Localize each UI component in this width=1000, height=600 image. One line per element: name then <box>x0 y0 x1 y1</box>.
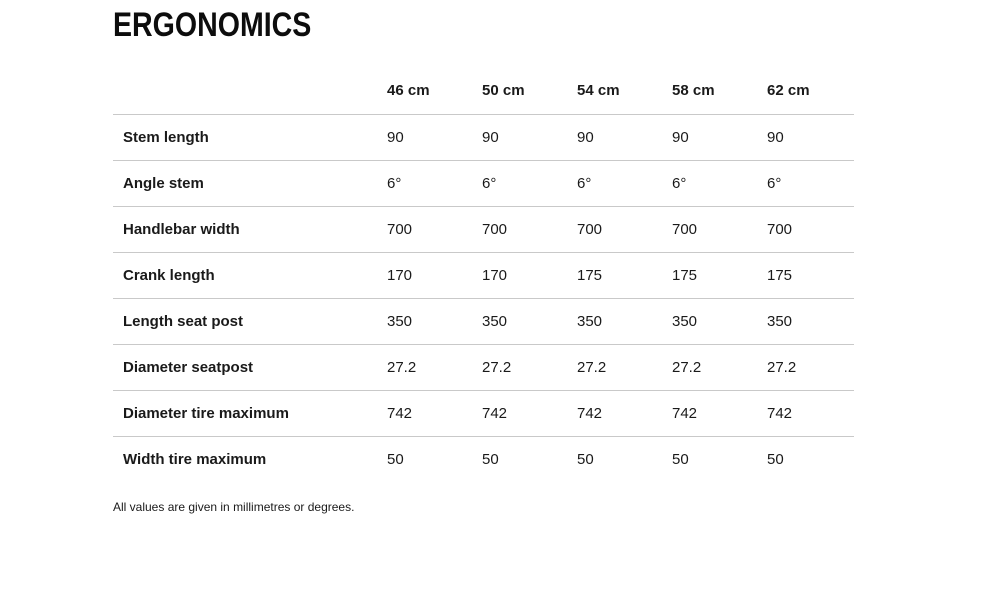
spec-value: 170 <box>482 252 577 299</box>
spec-row: Diameter seatpost 27.2 27.2 27.2 27.2 27.2 <box>113 344 854 391</box>
spec-value: 90 <box>672 114 767 161</box>
spec-value: 350 <box>767 298 854 345</box>
spec-value: 90 <box>767 114 854 161</box>
spec-value: 90 <box>387 114 482 161</box>
size-header-spacer <box>113 82 387 115</box>
spec-row: Diameter tire maximum 742 742 742 742 742 <box>113 390 854 437</box>
spec-value: 6° <box>672 160 767 207</box>
spec-value: 175 <box>672 252 767 299</box>
spec-value: 170 <box>387 252 482 299</box>
spec-value: 700 <box>387 206 482 253</box>
size-column-header: 62 cm <box>767 82 854 115</box>
spec-row-label: Diameter tire maximum <box>113 390 387 437</box>
ergonomics-section: ERGONOMICS 46 cm 50 cm 54 cm 58 cm 62 cm Ste… <box>113 6 854 514</box>
spec-value: 90 <box>482 114 577 161</box>
spec-row-label: Angle stem <box>113 160 387 207</box>
spec-value: 27.2 <box>577 344 672 391</box>
spec-value: 50 <box>672 451 689 469</box>
spec-value: 50 <box>577 451 594 469</box>
spec-value: 700 <box>577 206 672 253</box>
spec-value: 6° <box>482 160 577 207</box>
spec-value: 50 <box>482 451 499 469</box>
spec-value: 700 <box>672 206 767 253</box>
spec-value: 27.2 <box>672 344 767 391</box>
size-column-header: 58 cm <box>672 82 767 115</box>
spec-value: 700 <box>767 206 854 253</box>
spec-value: 350 <box>577 298 672 345</box>
spec-value: 175 <box>577 252 672 299</box>
spec-value: 742 <box>577 390 672 437</box>
spec-value: 27.2 <box>482 344 577 391</box>
spec-row-label: Diameter seatpost <box>113 344 387 391</box>
spec-value: 6° <box>767 160 854 207</box>
spec-row: Length seat post 350 350 350 350 350 <box>113 298 854 345</box>
spec-row: Width tire maximum 50 50 50 50 50 <box>113 437 854 483</box>
section-title: ERGONOMICS <box>113 6 312 44</box>
spec-value: 742 <box>387 390 482 437</box>
spec-row-label: Length seat post <box>113 298 387 345</box>
spec-value: 350 <box>482 298 577 345</box>
size-column-header: 46 cm <box>387 82 482 115</box>
spec-row: Handlebar width 700 700 700 700 700 <box>113 206 854 253</box>
spec-value: 742 <box>672 390 767 437</box>
units-footnote: All values are given in millimetres or d… <box>113 499 355 514</box>
spec-value: 175 <box>767 252 854 299</box>
spec-value: 27.2 <box>387 344 482 391</box>
spec-row: Angle stem 6° 6° 6° 6° 6° <box>113 160 854 207</box>
spec-value: 742 <box>767 390 854 437</box>
spec-row-label: Width tire maximum <box>123 451 267 469</box>
spec-value: 27.2 <box>767 344 854 391</box>
spec-value: 350 <box>672 298 767 345</box>
spec-value: 350 <box>387 298 482 345</box>
table-body: Stem length 90 90 90 90 90 Angle stem 6° 6° 6° 6° 6… <box>113 114 854 483</box>
ergonomics-table: 46 cm 50 cm 54 cm 58 cm 62 cm Stem length 90 9… <box>113 82 854 483</box>
spec-value: 50 <box>387 451 404 469</box>
spec-row-label: Stem length <box>113 114 387 161</box>
table-header-row: 46 cm 50 cm 54 cm 58 cm 62 cm <box>113 82 854 115</box>
size-column-header: 54 cm <box>577 82 672 115</box>
spec-row-label: Crank length <box>113 252 387 299</box>
spec-value: 742 <box>482 390 577 437</box>
size-column-header: 50 cm <box>482 82 577 115</box>
spec-value: 700 <box>482 206 577 253</box>
spec-row-label: Handlebar width <box>113 206 387 253</box>
spec-value: 50 <box>767 451 784 469</box>
spec-value: 6° <box>577 160 672 207</box>
spec-value: 90 <box>577 114 672 161</box>
spec-value: 6° <box>387 160 482 207</box>
spec-row: Crank length 170 170 175 175 175 <box>113 252 854 299</box>
spec-row: Stem length 90 90 90 90 90 <box>113 114 854 161</box>
